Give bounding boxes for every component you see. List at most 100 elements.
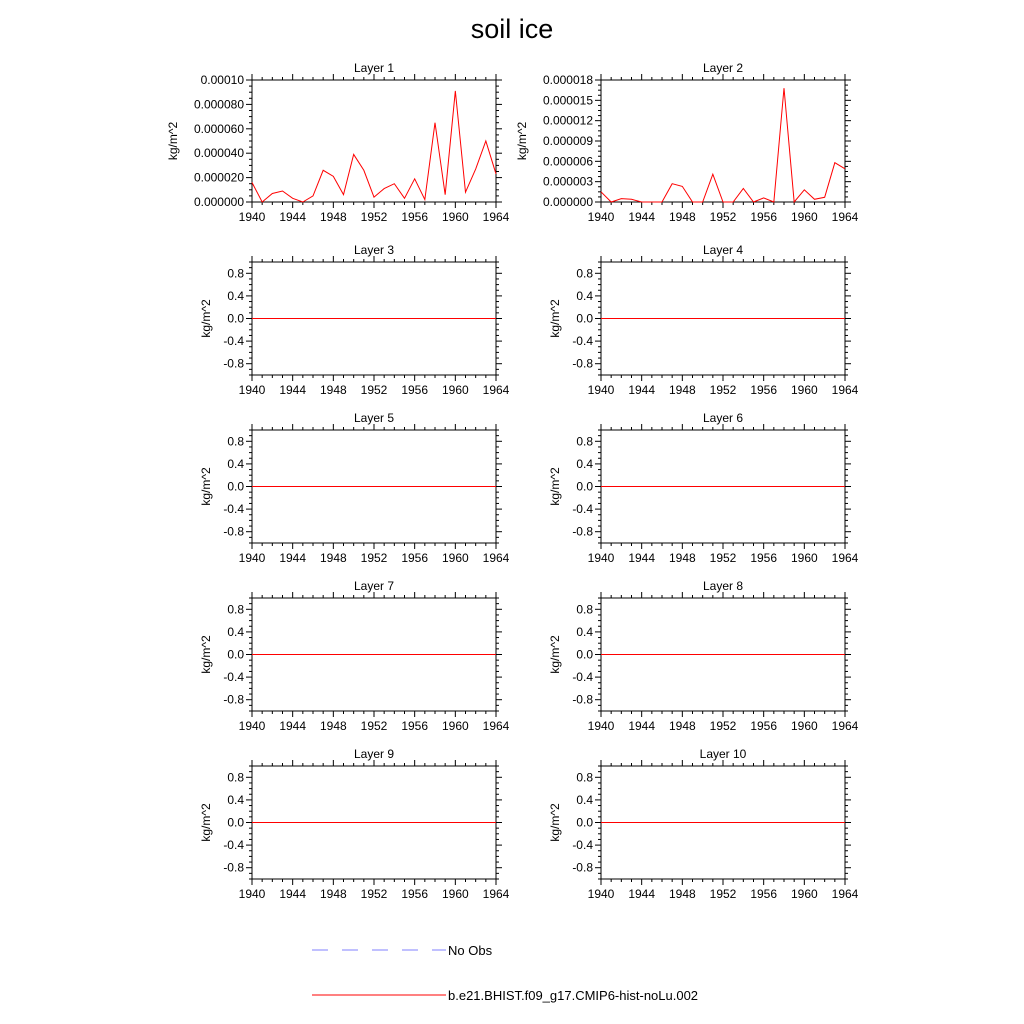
y-tick-label: 0.000003: [543, 175, 593, 189]
y-tick-label: 0.4: [576, 793, 593, 807]
x-tick-label: 1940: [588, 383, 615, 397]
x-tick-label: 1960: [442, 551, 469, 565]
panel-title: Layer 4: [703, 243, 743, 257]
x-tick-label: 1956: [750, 551, 777, 565]
y-tick-label: 0.0: [576, 816, 593, 830]
panel-title: Layer 9: [354, 747, 394, 761]
x-tick-label: 1944: [279, 887, 306, 901]
figure-title: soil ice: [470, 14, 554, 44]
x-tick-label: 1948: [320, 383, 347, 397]
x-tick-label: 1940: [239, 887, 266, 901]
x-tick-label: 1964: [483, 551, 510, 565]
y-axis-label: kg/m^2: [548, 635, 562, 674]
x-tick-label: 1948: [669, 551, 696, 565]
y-tick-label: -0.8: [223, 861, 244, 875]
x-tick-label: 1944: [279, 210, 306, 224]
x-tick-label: 1964: [832, 719, 859, 733]
panel-3: Layer 3 1940 1944 1948 1952 1956 1960 1964 -0.8 -…: [199, 243, 510, 397]
x-tick-label: 1960: [791, 887, 818, 901]
x-tick-label: 1964: [832, 210, 859, 224]
panel-5: Layer 5 1940 1944 1948 1952 1956 1960 1964 -0.8 -…: [199, 411, 510, 565]
y-tick-label: -0.8: [223, 525, 244, 539]
x-tick-label: 1944: [279, 551, 306, 565]
x-tick-label: 1964: [483, 210, 510, 224]
y-tick-label: 0.4: [227, 289, 244, 303]
x-tick-label: 1956: [401, 551, 428, 565]
x-tick-label: 1952: [361, 383, 388, 397]
x-tick-label: 1952: [710, 551, 737, 565]
panel-title: Layer 5: [354, 411, 394, 425]
y-tick-label: 0.0: [227, 480, 244, 494]
y-axis-label: kg/m^2: [199, 803, 213, 842]
y-axis-label: kg/m^2: [548, 299, 562, 338]
y-tick-label: -0.8: [572, 525, 593, 539]
panel-6: Layer 6 1940 1944 1948 1952 1956 1960 1964 -0.8 -…: [548, 411, 859, 565]
x-tick-label: 1964: [832, 887, 859, 901]
x-tick-label: 1952: [361, 887, 388, 901]
x-tick-label: 1944: [279, 719, 306, 733]
x-tick-label: 1952: [710, 719, 737, 733]
y-tick-label: 0.4: [227, 457, 244, 471]
y-tick-label: -0.4: [572, 502, 593, 516]
y-tick-label: 0.4: [227, 625, 244, 639]
y-axis-label: kg/m^2: [515, 122, 529, 161]
y-tick-label: 0.000018: [543, 73, 593, 87]
x-tick-label: 1952: [710, 383, 737, 397]
x-tick-label: 1940: [239, 210, 266, 224]
x-tick-label: 1952: [361, 551, 388, 565]
x-tick-label: 1956: [750, 210, 777, 224]
y-tick-label: 0.0: [227, 312, 244, 326]
x-tick-label: 1964: [483, 887, 510, 901]
x-tick-label: 1948: [669, 887, 696, 901]
x-tick-label: 1948: [669, 719, 696, 733]
y-axis-label: kg/m^2: [166, 122, 180, 161]
x-tick-label: 1960: [791, 719, 818, 733]
y-tick-label: -0.4: [223, 502, 244, 516]
x-tick-label: 1944: [628, 887, 655, 901]
x-tick-label: 1948: [320, 887, 347, 901]
x-tick-label: 1944: [628, 719, 655, 733]
y-tick-label: 0.8: [227, 602, 244, 616]
x-tick-label: 1948: [320, 719, 347, 733]
y-tick-label: -0.4: [572, 670, 593, 684]
y-axis-label: kg/m^2: [548, 803, 562, 842]
series-line: [251, 90, 497, 203]
legend: No Obs b.e21.BHIST.f09_g17.CMIP6-hist-no…: [312, 943, 698, 1003]
panel-title: Layer 8: [703, 579, 743, 593]
panel-8: Layer 8 1940 1944 1948 1952 1956 1960 1964 -0.8 -…: [548, 579, 859, 733]
y-tick-label: 0.4: [227, 793, 244, 807]
x-tick-label: 1952: [710, 210, 737, 224]
x-tick-label: 1940: [239, 551, 266, 565]
y-tick-label: 0.0: [227, 648, 244, 662]
y-tick-label: 0.8: [576, 770, 593, 784]
x-tick-label: 1952: [361, 210, 388, 224]
y-tick-label: 0.8: [576, 434, 593, 448]
panel-4: Layer 4 1940 1944 1948 1952 1956 1960 1964 -0.8 -…: [548, 243, 859, 397]
chart-panels: Layer 1 1940 1944 1948 1952 1956 1960 1964 0.000…: [166, 61, 859, 901]
y-tick-label: 0.4: [576, 625, 593, 639]
y-axis-label: kg/m^2: [548, 467, 562, 506]
panel-2: Layer 2 1940 1944 1948 1952 1956 1960 1964 0.000…: [515, 61, 859, 224]
panel-1: Layer 1 1940 1944 1948 1952 1956 1960 1964 0.000…: [166, 61, 510, 224]
panel-9: Layer 9 1940 1944 1948 1952 1956 1960 1964 -0.8 -…: [199, 747, 510, 901]
x-tick-label: 1956: [401, 383, 428, 397]
x-tick-label: 1960: [791, 383, 818, 397]
x-tick-label: 1956: [401, 719, 428, 733]
panel-title: Layer 6: [703, 411, 743, 425]
y-tick-label: 0.000000: [194, 195, 244, 209]
panel-title: Layer 2: [703, 61, 743, 75]
y-tick-label: 0.000000: [543, 195, 593, 209]
y-tick-label: 0.0: [576, 648, 593, 662]
y-axis-label: kg/m^2: [199, 467, 213, 506]
y-tick-label: -0.8: [223, 357, 244, 371]
panel-7: Layer 7 1940 1944 1948 1952 1956 1960 1964 -0.8 -…: [199, 579, 510, 733]
legend-obs-label: No Obs: [448, 943, 493, 958]
y-tick-label: 0.00010: [201, 73, 245, 87]
x-tick-label: 1948: [320, 551, 347, 565]
y-tick-label: -0.4: [223, 838, 244, 852]
y-tick-label: 0.8: [227, 770, 244, 784]
x-tick-label: 1964: [832, 551, 859, 565]
x-tick-label: 1940: [239, 719, 266, 733]
x-tick-label: 1964: [832, 383, 859, 397]
y-tick-label: -0.4: [223, 670, 244, 684]
